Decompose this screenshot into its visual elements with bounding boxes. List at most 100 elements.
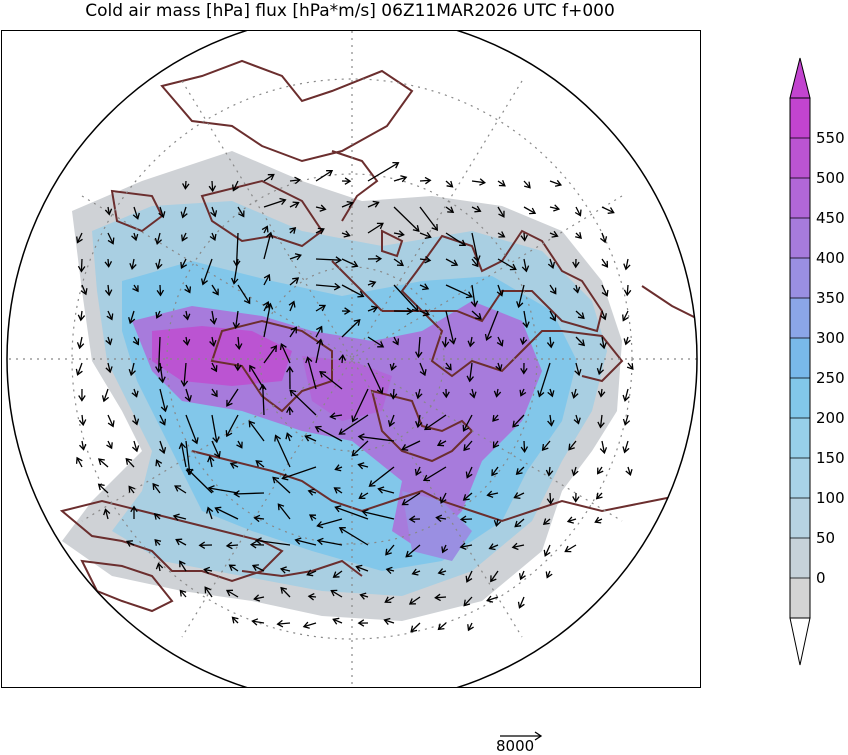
- flux-arrow-shaft: [471, 180, 485, 184]
- flux-arrow-head: [200, 278, 209, 286]
- flux-arrow-shaft: [133, 336, 139, 345]
- colorbar-tick-label: 450: [816, 209, 845, 227]
- flux-arrow-head: [75, 368, 83, 376]
- flux-arrow-head: [437, 623, 445, 631]
- flux-arrow-shaft: [393, 206, 420, 232]
- flux-arrow-head: [234, 364, 242, 372]
- flux-arrow-head: [397, 230, 405, 238]
- flux-arrow-head: [414, 421, 423, 429]
- flux-arrow-head: [599, 342, 607, 350]
- flux-arrow-shaft: [549, 206, 560, 210]
- flux-arrow-head: [182, 183, 190, 190]
- flux-arrow-shaft: [125, 458, 135, 468]
- flux-arrow-shaft: [129, 310, 135, 324]
- flux-arrow-head: [211, 390, 218, 398]
- flux-arrow-shaft: [76, 232, 83, 243]
- flux-arrow-head: [104, 289, 113, 297]
- flux-arrow-shaft: [254, 596, 265, 600]
- flux-arrow-shaft: [204, 568, 213, 572]
- flux-arrow-shaft: [595, 518, 603, 523]
- flux-arrow-head: [225, 430, 233, 438]
- flux-arrow-head: [103, 508, 111, 516]
- flux-arrow-shaft: [184, 180, 187, 189]
- flux-arrow-shaft: [237, 440, 243, 449]
- flux-arrow-head: [595, 492, 603, 500]
- flux-arrow-head: [155, 262, 163, 270]
- flux-arrow-head: [334, 505, 342, 513]
- flux-arrow-head: [459, 239, 467, 246]
- flux-arrow-head: [537, 390, 545, 398]
- flux-arrow-shaft: [495, 388, 499, 397]
- flux-arrow-head: [318, 304, 327, 312]
- flux-arrow-shaft: [308, 490, 317, 494]
- flux-arrow-head: [172, 513, 180, 521]
- flux-arrow-shaft: [252, 564, 265, 572]
- flux-arrow-head: [474, 313, 482, 320]
- flux-arrow-head: [198, 541, 206, 549]
- flux-arrow-shaft: [359, 492, 369, 499]
- flux-arrow-shaft: [517, 284, 525, 308]
- flux-arrow-shaft: [333, 618, 343, 624]
- flux-arrow-shaft: [623, 440, 629, 453]
- flux-arrow-shaft: [356, 565, 369, 572]
- flux-arrow-shaft: [393, 176, 407, 182]
- flux-arrow-shaft: [107, 336, 111, 345]
- flux-arrow-head: [288, 300, 296, 308]
- flux-arrow-head: [493, 519, 502, 527]
- flux-arrow-head: [491, 469, 498, 477]
- flux-arrow-shaft: [435, 596, 447, 599]
- flux-arrow-head: [520, 446, 529, 454]
- flux-arrow-head: [351, 415, 359, 423]
- flux-arrow-shaft: [367, 201, 379, 208]
- flux-arrow-head: [554, 179, 563, 187]
- flux-arrow-shaft: [282, 466, 317, 480]
- colorbar-band: [790, 178, 810, 219]
- flux-arrow-head: [270, 345, 278, 353]
- flux-arrow-shaft: [463, 492, 473, 501]
- flux-arrow-head: [184, 286, 192, 294]
- flux-arrow-head: [520, 367, 528, 375]
- flux-arrow-shaft: [128, 486, 135, 494]
- flux-arrow-head: [371, 305, 379, 313]
- flux-arrow-head: [131, 233, 139, 242]
- flux-arrow-shaft: [575, 206, 581, 216]
- flux-arrow-shaft: [518, 596, 525, 608]
- flux-arrow-shaft: [152, 483, 161, 494]
- flux-arrow-head: [343, 230, 351, 238]
- flux-arrow-head: [326, 170, 334, 177]
- flux-arrow-head: [492, 441, 500, 449]
- flux-arrow-head: [229, 462, 237, 469]
- flux-arrow-head: [338, 353, 347, 361]
- flux-vectors: [75, 161, 634, 633]
- flux-arrow-shaft: [339, 527, 369, 546]
- flux-arrow-head: [384, 596, 392, 603]
- flux-arrow-shaft: [204, 586, 213, 598]
- flux-arrow-shaft: [154, 513, 161, 520]
- flux-arrow-head: [419, 368, 427, 377]
- flux-arrow-head: [179, 589, 187, 597]
- flux-arrow-shaft: [288, 407, 291, 416]
- flux-arrow-head: [372, 200, 380, 208]
- flux-arrow-shaft: [358, 463, 369, 468]
- flux-arrow-head: [155, 311, 163, 319]
- flux-arrow-shaft: [624, 414, 629, 425]
- flux-arrow-head: [290, 326, 297, 334]
- flux-arrow-head: [160, 405, 169, 413]
- flux-arrow-head: [522, 321, 530, 329]
- flux-arrow-shaft: [417, 388, 421, 399]
- flux-arrow-head: [498, 180, 506, 187]
- flux-arrow-head: [462, 424, 470, 432]
- flux-arrow-head: [289, 389, 297, 397]
- flux-arrow-head: [101, 395, 110, 403]
- flux-arrow-head: [104, 261, 113, 268]
- flux-arrow-head: [622, 314, 629, 322]
- flux-arrow-head: [209, 339, 217, 347]
- flux-arrow-shaft: [131, 258, 135, 269]
- flux-arrow-head: [234, 343, 243, 351]
- flux-arrow-head: [498, 231, 506, 238]
- flux-arrow-head: [415, 391, 423, 400]
- flux-arrow-head: [492, 415, 499, 422]
- flux-arrow-head: [181, 234, 188, 242]
- reference-vector: [500, 731, 543, 741]
- flux-arrow-head: [154, 237, 163, 245]
